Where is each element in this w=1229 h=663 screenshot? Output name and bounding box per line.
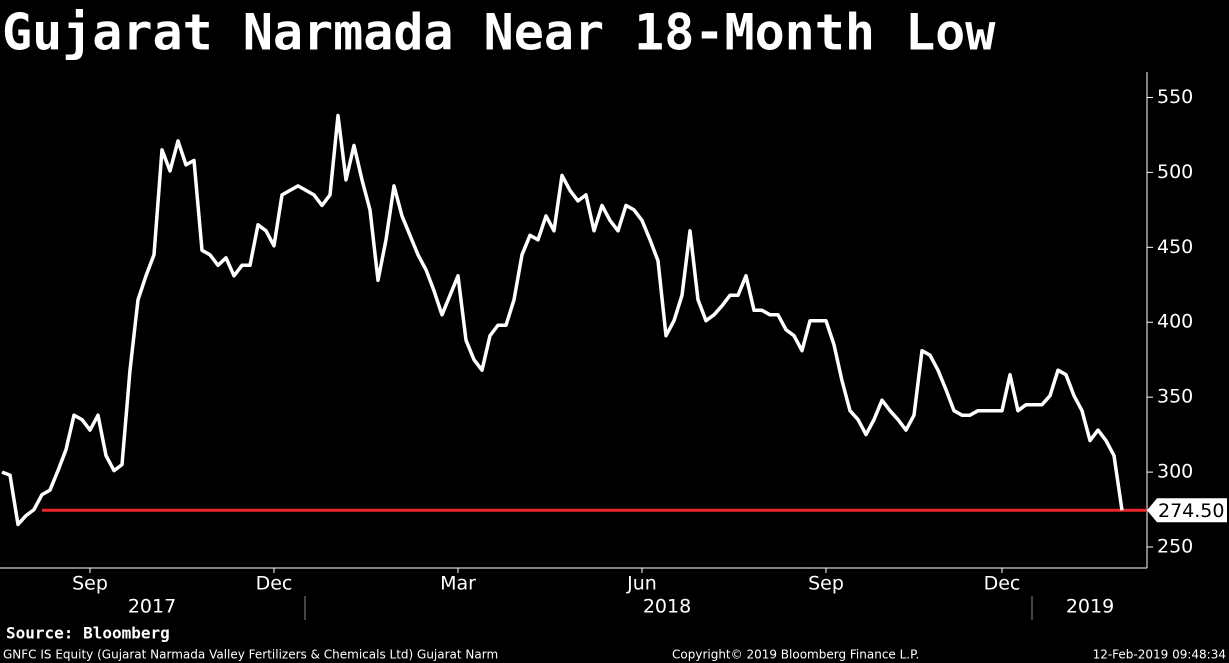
- footer-left: GNFC IS Equity (Gujarat Narmada Valley F…: [3, 648, 498, 662]
- y-tick-label: 450: [1157, 236, 1193, 258]
- year-label: 2019: [1066, 596, 1114, 618]
- last-value-label: 274.50: [1158, 500, 1224, 522]
- y-tick-label: 400: [1157, 311, 1193, 333]
- footer-right: 12-Feb-2019 09:48:34: [1093, 648, 1226, 662]
- x-tick-label: Sep: [808, 573, 844, 595]
- y-tick-label: 350: [1157, 386, 1193, 408]
- x-tick-label: Dec: [256, 573, 293, 595]
- last-value-box: [1147, 498, 1227, 523]
- x-tick-label: Sep: [72, 573, 108, 595]
- source: Source: Bloomberg: [6, 624, 170, 643]
- y-tick-label: 550: [1157, 86, 1193, 108]
- x-tick-label: Mar: [440, 573, 476, 595]
- x-tick-label: Dec: [984, 573, 1021, 595]
- y-tick-label: 500: [1157, 161, 1193, 183]
- x-tick-label: Jun: [626, 573, 657, 595]
- price-line: [1, 113, 1124, 527]
- year-label: 2018: [643, 596, 691, 618]
- chart-title: Gujarat Narmada Near 18-Month Low: [2, 4, 996, 62]
- y-tick-label: 250: [1157, 536, 1193, 558]
- year-label: 2017: [128, 596, 176, 618]
- footer-center: Copyright© 2019 Bloomberg Finance L.P.: [672, 648, 919, 662]
- y-tick-label: 300: [1157, 461, 1193, 483]
